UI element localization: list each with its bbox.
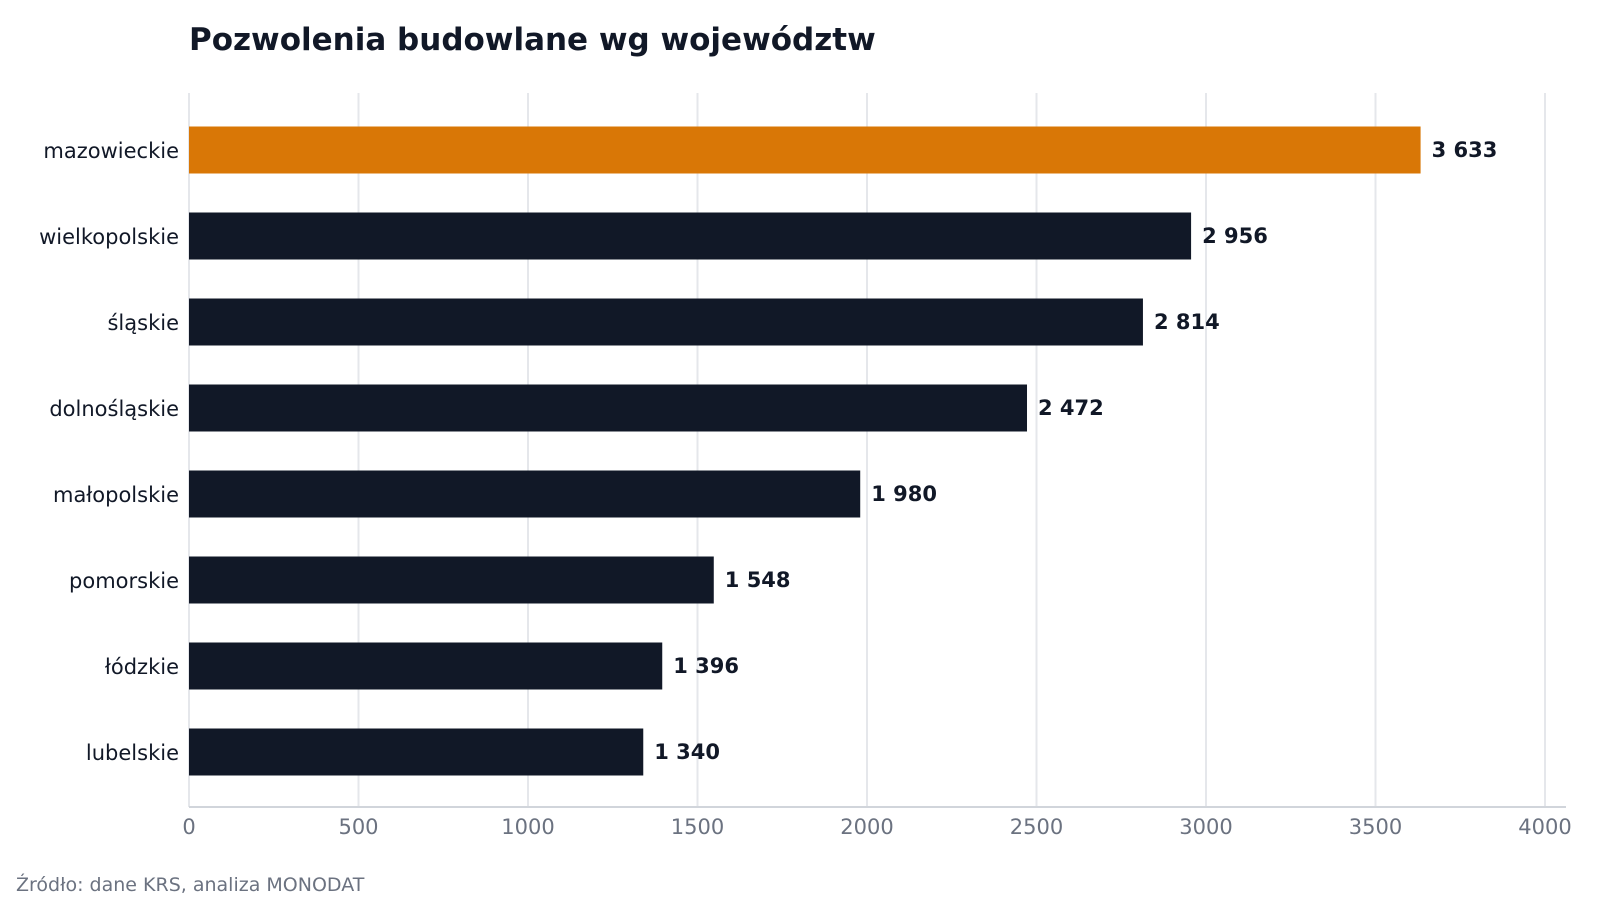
bar-wielkopolskie bbox=[189, 212, 1192, 260]
category-label: pomorskie bbox=[69, 569, 179, 593]
category-label: dolnośląskie bbox=[49, 397, 179, 421]
category-label: mazowieckie bbox=[43, 139, 179, 163]
category-label: wielkopolskie bbox=[39, 225, 179, 249]
value-label: 1 548 bbox=[725, 568, 791, 592]
x-tick-label: 1000 bbox=[501, 815, 554, 839]
category-label: śląskie bbox=[107, 311, 179, 335]
value-label: 2 472 bbox=[1038, 396, 1104, 420]
value-label: 1 340 bbox=[654, 740, 720, 764]
source-note: Źródło: dane KRS, analiza MONODAT bbox=[16, 874, 365, 896]
value-label: 2 956 bbox=[1202, 224, 1268, 248]
x-tick-label: 4000 bbox=[1518, 815, 1571, 839]
x-tick-label: 3000 bbox=[1179, 815, 1232, 839]
x-tick-label: 0 bbox=[182, 815, 195, 839]
value-label: 3 633 bbox=[1432, 138, 1498, 162]
value-label: 1 980 bbox=[871, 482, 937, 506]
x-tick-label: 2000 bbox=[840, 815, 893, 839]
chart-title: Pozwolenia budowlane wg województw bbox=[189, 22, 876, 58]
x-tick-label: 500 bbox=[338, 815, 378, 839]
value-label: 1 396 bbox=[673, 654, 739, 678]
bar-śląskie bbox=[189, 298, 1143, 346]
bar-lubelskie bbox=[189, 728, 644, 776]
value-label: 2 814 bbox=[1154, 310, 1220, 334]
bar-łódzkie bbox=[189, 642, 663, 690]
bar-dolnośląskie bbox=[189, 384, 1028, 432]
bar-pomorskie bbox=[189, 556, 714, 604]
bar-mazowieckie bbox=[189, 126, 1421, 174]
x-tick-label: 2500 bbox=[1010, 815, 1063, 839]
x-tick-label: 1500 bbox=[671, 815, 724, 839]
x-tick-label: 3500 bbox=[1349, 815, 1402, 839]
category-label: małopolskie bbox=[53, 483, 179, 507]
category-label: lubelskie bbox=[86, 741, 179, 765]
bar-małopolskie bbox=[189, 470, 861, 518]
category-label: łódzkie bbox=[105, 655, 179, 679]
